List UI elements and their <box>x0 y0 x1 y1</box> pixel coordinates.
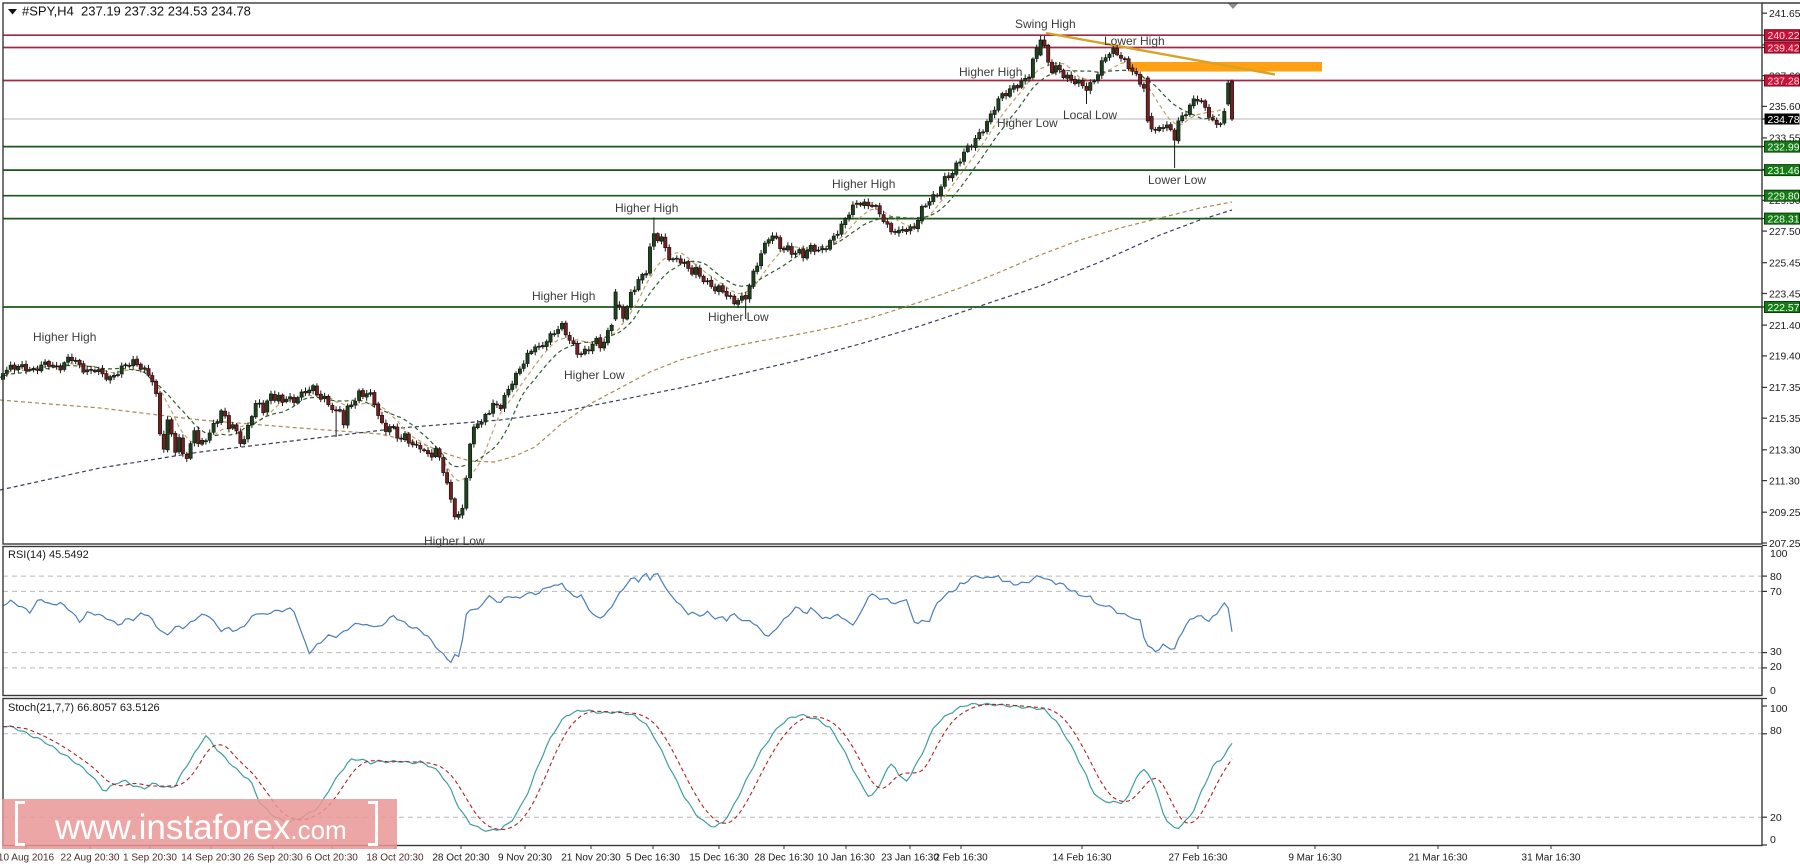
svg-text:30: 30 <box>1770 646 1782 658</box>
svg-text:80: 80 <box>1770 571 1782 583</box>
svg-text:228.31: 228.31 <box>1768 213 1800 225</box>
svg-text:26 Sep 20:30: 26 Sep 20:30 <box>243 853 303 864</box>
svg-text:23 Jan 16:30: 23 Jan 16:30 <box>881 853 939 864</box>
svg-text:223.45: 223.45 <box>1769 289 1800 300</box>
svg-text:9 Nov 20:30: 9 Nov 20:30 <box>498 853 552 864</box>
svg-text:233.55: 233.55 <box>1769 134 1800 145</box>
svg-text:Lower High: Lower High <box>1104 34 1165 48</box>
svg-text:14 Feb 16:30: 14 Feb 16:30 <box>1053 853 1112 864</box>
svg-text:10 Aug 2016: 10 Aug 2016 <box>0 853 55 864</box>
svg-text:227.50: 227.50 <box>1769 227 1800 238</box>
svg-text:31 Mar 16:30: 31 Mar 16:30 <box>1522 853 1581 864</box>
svg-text:5 Dec 16:30: 5 Dec 16:30 <box>626 853 680 864</box>
svg-text:241.65: 241.65 <box>1769 9 1800 20</box>
svg-text:Higher High: Higher High <box>615 201 678 215</box>
svg-text:21 Nov 20:30: 21 Nov 20:30 <box>561 853 621 864</box>
svg-text:27 Feb 16:30: 27 Feb 16:30 <box>1169 853 1228 864</box>
svg-text:213.30: 213.30 <box>1769 446 1800 457</box>
svg-text:70: 70 <box>1770 586 1782 598</box>
svg-text:10 Jan 16:30: 10 Jan 16:30 <box>817 853 875 864</box>
svg-text:28 Oct 20:30: 28 Oct 20:30 <box>432 853 490 864</box>
svg-text:Higher High: Higher High <box>832 177 895 191</box>
svg-text:18 Oct 20:30: 18 Oct 20:30 <box>366 853 424 864</box>
svg-text:207.25: 207.25 <box>1769 539 1800 550</box>
svg-text:Higher High: Higher High <box>532 289 595 303</box>
svg-text:100: 100 <box>1770 703 1788 715</box>
svg-text:1 Sep 20:30: 1 Sep 20:30 <box>123 853 177 864</box>
svg-text:232.99: 232.99 <box>1768 141 1800 153</box>
svg-text:239.42: 239.42 <box>1768 42 1800 54</box>
svg-text:Higher High: Higher High <box>959 65 1022 79</box>
svg-text:234.78: 234.78 <box>1768 114 1800 126</box>
svg-text:209.25: 209.25 <box>1769 508 1800 519</box>
svg-text:RSI(14) 45.5492: RSI(14) 45.5492 <box>8 549 89 561</box>
svg-text:#SPY,H4 237.19 237.32 234.53: #SPY,H4 237.19 237.32 234.53 234.78 <box>22 4 251 19</box>
svg-text:14 Sep 20:30: 14 Sep 20:30 <box>181 853 241 864</box>
svg-text:28 Dec 16:30: 28 Dec 16:30 <box>754 853 814 864</box>
svg-text:9 Mar 16:30: 9 Mar 16:30 <box>1288 853 1342 864</box>
svg-text:80: 80 <box>1770 725 1782 737</box>
svg-text:211.30: 211.30 <box>1769 476 1800 487</box>
svg-text:Higher Low: Higher Low <box>564 368 625 382</box>
svg-text:Lower Low: Lower Low <box>1148 173 1206 187</box>
svg-text:21 Mar 16:30: 21 Mar 16:30 <box>1409 853 1468 864</box>
svg-text:15 Dec 16:30: 15 Dec 16:30 <box>689 853 749 864</box>
svg-text:235.60: 235.60 <box>1769 102 1800 113</box>
svg-text:237.28: 237.28 <box>1768 75 1800 87</box>
svg-text:100: 100 <box>1770 548 1788 560</box>
svg-text:20: 20 <box>1770 661 1782 673</box>
svg-text:Local Low: Local Low <box>1063 108 1117 122</box>
svg-text:20: 20 <box>1770 812 1782 824</box>
svg-text:229.80: 229.80 <box>1768 191 1800 203</box>
svg-text:Higher Low: Higher Low <box>708 310 769 324</box>
svg-text:222.57: 222.57 <box>1768 302 1800 314</box>
svg-text:221.40: 221.40 <box>1769 321 1800 332</box>
svg-text:Higher Low: Higher Low <box>997 116 1058 130</box>
svg-text:0: 0 <box>1770 685 1776 697</box>
svg-text:240.22: 240.22 <box>1768 30 1800 42</box>
svg-text:0: 0 <box>1770 834 1776 846</box>
svg-text:www.instaforex.com: www.instaforex.com <box>54 808 347 847</box>
svg-text:225.45: 225.45 <box>1769 259 1800 270</box>
svg-text:219.40: 219.40 <box>1769 352 1800 363</box>
svg-text:231.46: 231.46 <box>1768 165 1800 177</box>
svg-text:2 Feb 16:30: 2 Feb 16:30 <box>934 853 988 864</box>
svg-text:Swing High: Swing High <box>1015 17 1076 31</box>
svg-text:22 Aug 20:30: 22 Aug 20:30 <box>61 853 120 864</box>
svg-text:6 Oct 20:30: 6 Oct 20:30 <box>306 853 358 864</box>
svg-text:Higher High: Higher High <box>33 330 96 344</box>
svg-text:215.35: 215.35 <box>1769 414 1800 425</box>
svg-text:Stoch(21,7,7) 66.8057 63.5126: Stoch(21,7,7) 66.8057 63.5126 <box>8 702 160 714</box>
svg-text:217.35: 217.35 <box>1769 383 1800 394</box>
